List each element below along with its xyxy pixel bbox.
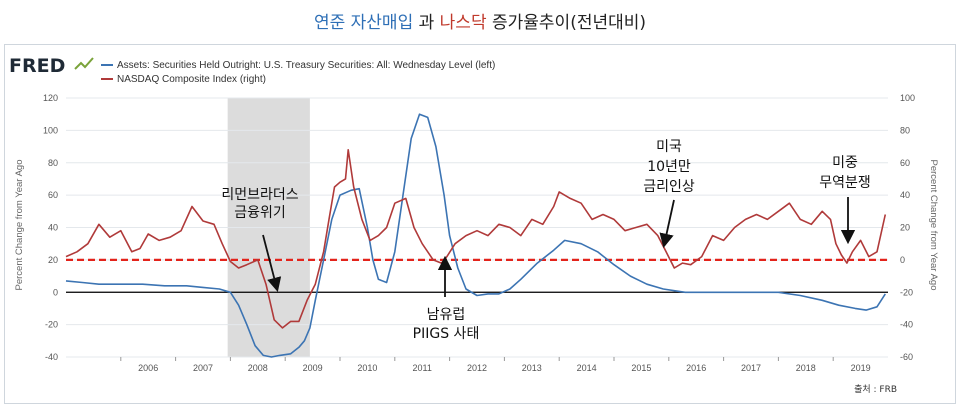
annotation-text: 미국: [656, 139, 682, 155]
x-tick: 2018: [796, 363, 816, 373]
x-tick: 2011: [413, 363, 432, 373]
chart-svg: FRED Assets: Securities Held Outright: U…: [9, 55, 939, 395]
x-tick: 2019: [851, 363, 871, 373]
title-part-and: 과: [418, 13, 435, 33]
y-tick-right: 40: [900, 190, 910, 200]
annotation-text: 금리인상: [643, 179, 695, 195]
y-tick-right: -20: [900, 287, 913, 297]
series-line-assets: [65, 113, 886, 358]
annotation-text: 10년만: [647, 159, 691, 175]
fred-logo-icon: [74, 57, 94, 70]
y-tick-right: -60: [900, 352, 913, 362]
x-tick: 2010: [357, 363, 377, 373]
y-tick-left: -20: [45, 320, 58, 330]
chart-frame: FRED Assets: Securities Held Outright: U…: [4, 44, 956, 404]
legend-label-assets: Assets: Securities Held Outright: U.S. T…: [117, 60, 495, 71]
chart-title: 연준 자산매입 과 나스닥 증가율추이(전년대비): [0, 8, 960, 33]
annotation-text: 금융위기: [234, 205, 286, 221]
x-tick: 2017: [741, 363, 761, 373]
x-tick: 2012: [467, 363, 487, 373]
legend-label-nasdaq: NASDAQ Composite Index (right): [117, 74, 266, 85]
fred-logo-text: FRED: [9, 55, 65, 77]
y-axis-right-label: Percent Change from Year Ago: [928, 160, 939, 291]
y-tick-right: 20: [900, 223, 910, 233]
y-axis-left-label: Percent Change from Year Ago: [14, 160, 25, 291]
y-tick-right: -40: [900, 320, 913, 330]
annotation-arrow: [659, 199, 675, 249]
source-note: 출처 : FRB: [854, 383, 897, 395]
y-tick-right: 80: [900, 125, 910, 135]
annotation-text: 남유럽: [427, 307, 466, 323]
annotation-text: 리먼브라더스: [221, 187, 298, 203]
y-tick-left: 100: [43, 125, 58, 135]
annotation-text: 무역분쟁: [819, 175, 871, 191]
title-part-fed: 연준 자산매입: [313, 13, 414, 33]
title-part-growth: 증가율추이(전년대비): [492, 13, 647, 33]
x-tick: 2015: [631, 363, 651, 373]
y-tick-right: 100: [900, 93, 915, 103]
y-tick-left: 40: [48, 223, 58, 233]
x-tick: 2009: [303, 363, 323, 373]
y-tick-left: 20: [48, 255, 58, 265]
y-tick-left: 120: [43, 93, 58, 103]
y-tick-left: 0: [53, 287, 58, 297]
annotation-euro-crisis: 남유럽 PIIGS 사태: [413, 255, 480, 342]
series-line-nasdaq: [65, 149, 887, 329]
annotation-text: PIIGS 사태: [413, 326, 480, 342]
y-tick-left: -40: [45, 352, 58, 362]
x-tick: 2006: [138, 363, 158, 373]
x-tick: 2008: [248, 363, 268, 373]
annotation-text: 미중: [832, 155, 858, 171]
legend: Assets: Securities Held Outright: U.S. T…: [101, 60, 495, 85]
y-tick-right: 60: [900, 158, 910, 168]
y-tick-left: 60: [48, 190, 58, 200]
title-part-nasdaq: 나스닥: [439, 13, 487, 33]
fred-logo: FRED: [9, 55, 94, 77]
x-tick: 2016: [686, 363, 706, 373]
y-tick-right: 0: [900, 255, 905, 265]
x-tick: 2007: [193, 363, 213, 373]
annotation-arrow: [262, 234, 282, 292]
x-tick: 2013: [522, 363, 542, 373]
y-tick-left: 80: [48, 158, 58, 168]
x-tick: 2014: [577, 363, 597, 373]
